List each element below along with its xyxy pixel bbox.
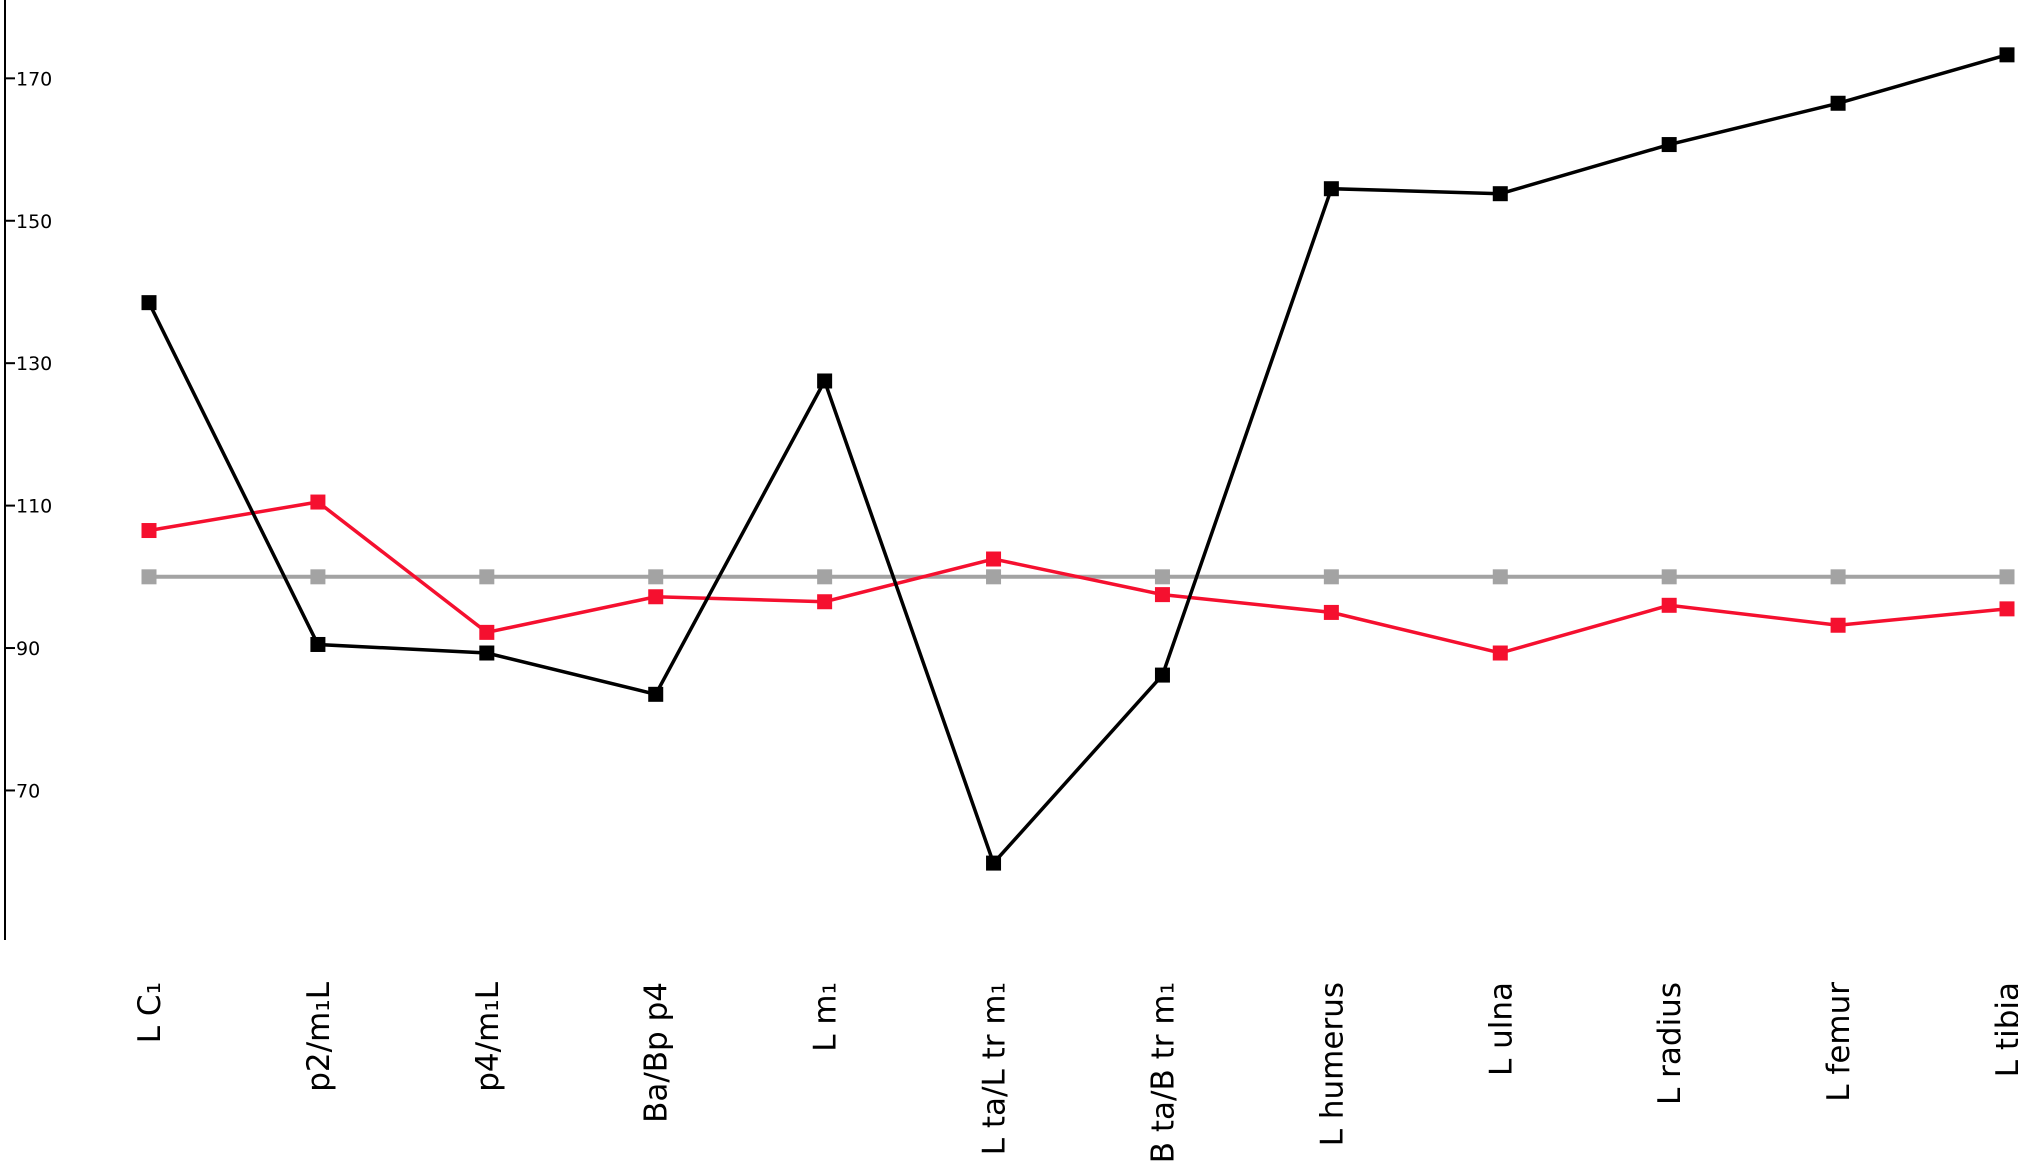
data-point <box>1154 569 1170 585</box>
data-point <box>310 569 326 585</box>
data-point <box>817 594 833 610</box>
data-point <box>1323 569 1339 585</box>
x-tick-label: L humerus <box>1314 982 1350 1146</box>
x-tick-label: B ta/B tr m₁ <box>1145 982 1181 1163</box>
data-point <box>1830 617 1846 633</box>
data-point <box>648 569 664 585</box>
data-point <box>1154 667 1170 683</box>
data-point <box>479 645 495 661</box>
data-point <box>479 569 495 585</box>
data-point <box>648 589 664 605</box>
data-point <box>1830 569 1846 585</box>
data-point <box>141 523 157 539</box>
data-point <box>986 551 1002 567</box>
series-1 <box>141 494 2015 661</box>
series-line <box>148 500 2008 655</box>
x-tick-label: L ta/L tr m₁ <box>977 982 1013 1155</box>
data-point <box>648 686 664 702</box>
data-point <box>1492 186 1508 202</box>
data-point <box>141 295 157 311</box>
data-point <box>1999 47 2015 63</box>
y-tick-label: 70 <box>16 780 40 802</box>
data-point <box>1661 569 1677 585</box>
x-tick-label: L m₁ <box>808 982 844 1052</box>
series-0 <box>141 47 2015 871</box>
data-point <box>479 624 495 640</box>
x-tick-label: p4/m₁L <box>470 981 506 1091</box>
data-point <box>310 636 326 652</box>
data-point <box>141 569 157 585</box>
x-tick-label: L C₁ <box>132 982 168 1043</box>
data-point <box>1323 604 1339 620</box>
data-point <box>1323 181 1339 197</box>
x-tick-label: L tibia <box>1990 982 2018 1077</box>
y-tick-label: 150 <box>16 211 52 233</box>
y-tick-label: 130 <box>16 353 52 375</box>
data-point <box>1999 601 2015 617</box>
data-point <box>1830 95 1846 111</box>
data-point <box>1492 569 1508 585</box>
x-tick-label: L ulna <box>1483 982 1519 1076</box>
data-point <box>1999 569 2015 585</box>
data-point <box>986 855 1002 871</box>
y-tick-label: 110 <box>16 496 52 518</box>
x-tick-label: L radius <box>1652 982 1688 1105</box>
data-point <box>1661 597 1677 613</box>
x-tick-label: p2/m₁L <box>301 981 337 1091</box>
data-point <box>310 494 326 510</box>
data-point <box>817 373 833 389</box>
data-point <box>1154 587 1170 603</box>
data-point <box>986 569 1002 585</box>
y-tick-label: 170 <box>16 68 52 90</box>
data-point <box>1661 137 1677 153</box>
data-point <box>817 569 833 585</box>
x-tick-label: Ba/Bp p4 <box>639 982 675 1123</box>
x-tick-label: L femur <box>1821 982 1857 1102</box>
y-tick-label: 90 <box>16 638 40 660</box>
data-point <box>1492 645 1508 661</box>
series-line <box>147 53 2008 867</box>
